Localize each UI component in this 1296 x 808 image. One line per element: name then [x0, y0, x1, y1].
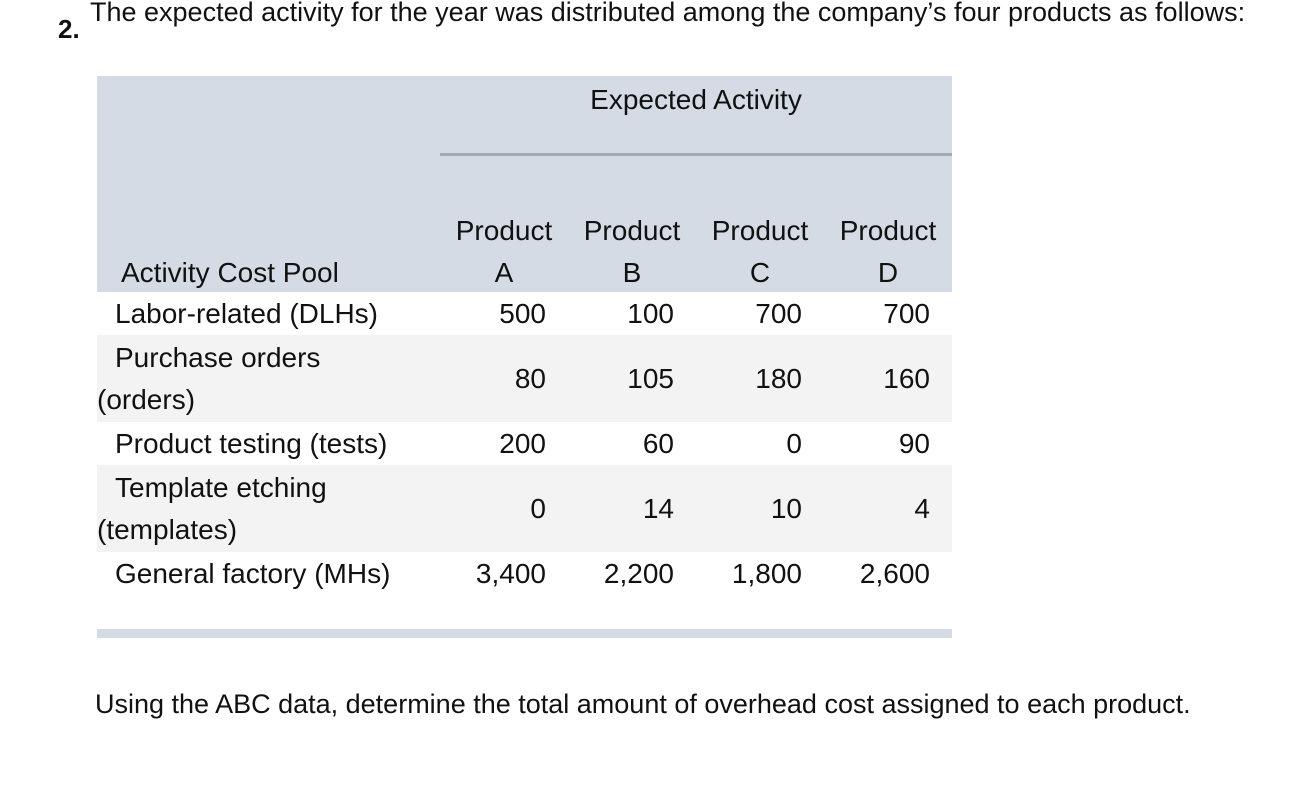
- cell-product-c: 180: [755, 362, 802, 394]
- question-prompt: Using the ABC data, determine the total …: [95, 689, 1191, 719]
- row-label-line2: (templates): [97, 513, 238, 545]
- table-header: Expected Activity Product A Product B Pr…: [97, 76, 952, 292]
- cell-product-b: 60: [642, 427, 674, 459]
- cell-product-c: 700: [755, 297, 802, 329]
- cell-product-c: 10: [770, 492, 802, 524]
- cell-product-a: 0: [530, 492, 546, 524]
- table-bottom-bar: [97, 629, 952, 638]
- cell-product-d: 90: [898, 427, 930, 459]
- cell-product-d: 700: [883, 297, 930, 329]
- row-label-line1: Template etching: [115, 471, 327, 503]
- cell-product-b: 100: [627, 297, 674, 329]
- column-header-product-c: Product C: [696, 210, 824, 294]
- row-label: Product testing (tests): [97, 423, 440, 465]
- question-number: 2.: [58, 14, 80, 44]
- row-label-line1: General factory (MHs): [115, 557, 391, 589]
- row-label: Template etching (templates): [97, 467, 440, 551]
- column-header-line2: C: [749, 257, 771, 288]
- table-row: Product testing (tests) 200 60 0 90: [97, 422, 952, 465]
- table-row: General factory (MHs) 3,400 2,200 1,800 …: [97, 552, 952, 595]
- row-label-line1: Product testing (tests): [115, 427, 388, 459]
- column-header-line1: Product: [711, 215, 809, 246]
- table-row: Template etching (templates) 0 14 10 4: [97, 465, 952, 552]
- cell-product-a: 200: [499, 427, 546, 459]
- cell-product-d: 2,600: [859, 557, 930, 589]
- cell-product-a: 3,400: [475, 557, 546, 589]
- pool-column-header: Activity Cost Pool: [121, 257, 339, 288]
- row-label-line1: Labor-related (DLHs): [115, 297, 378, 329]
- table-row: Purchase orders (orders) 80 105 180 160: [97, 335, 952, 422]
- cell-product-b: 2,200: [603, 557, 674, 589]
- expected-activity-table: Expected Activity Product A Product B Pr…: [97, 76, 952, 638]
- cell-product-b: 105: [627, 362, 674, 394]
- column-header-line2: A: [494, 257, 514, 288]
- column-header-product-b: Product B: [568, 210, 696, 294]
- column-header-product-d: Product D: [824, 210, 952, 294]
- cell-product-d: 4: [914, 492, 930, 524]
- header-divider: [440, 153, 952, 156]
- row-label: Labor-related (DLHs): [97, 293, 440, 335]
- row-label-line2: (orders): [97, 383, 196, 415]
- cell-product-a: 80: [514, 362, 546, 394]
- column-header-line1: Product: [455, 215, 553, 246]
- column-header-line1: Product: [583, 215, 681, 246]
- table-row: Labor-related (DLHs) 500 100 700 700: [97, 292, 952, 335]
- column-header-line2: B: [622, 257, 642, 288]
- cell-product-a: 500: [499, 297, 546, 329]
- cell-product-b: 14: [642, 492, 674, 524]
- cell-product-d: 160: [883, 362, 930, 394]
- row-label: Purchase orders (orders): [97, 337, 440, 421]
- group-header: Expected Activity: [590, 84, 802, 115]
- column-header-line1: Product: [839, 215, 937, 246]
- column-header-product-a: Product A: [440, 210, 568, 294]
- column-header-line2: D: [877, 257, 899, 288]
- row-label-line1: Purchase orders: [115, 341, 321, 373]
- question-intro: The expected activity for the year was d…: [90, 0, 1246, 27]
- cell-product-c: 0: [786, 427, 802, 459]
- row-label: General factory (MHs): [97, 553, 440, 595]
- cell-product-c: 1,800: [731, 557, 802, 589]
